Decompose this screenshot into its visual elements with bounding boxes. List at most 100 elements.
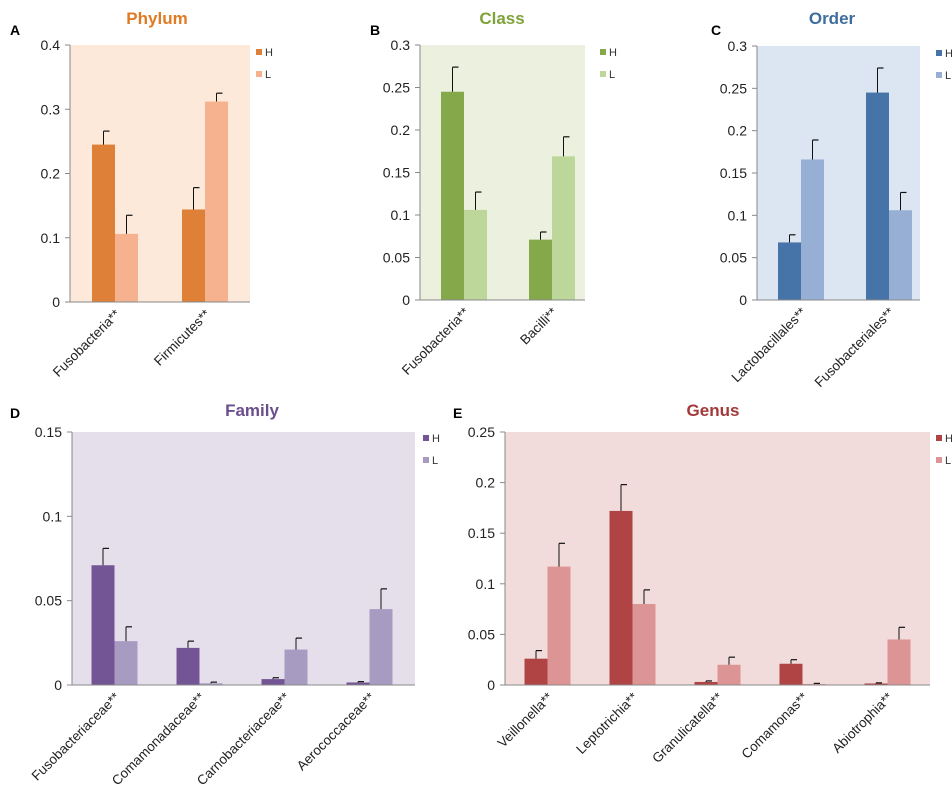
legend-swatch-l xyxy=(256,71,262,77)
category-label-fusobacteria: Fusobacteria** xyxy=(399,304,473,378)
legend-label-l: L xyxy=(945,70,951,82)
panel-b: 0 0.05 0.1 0.15 0.2 0.25 0.3 Fusobacteria** Baci… xyxy=(370,9,617,378)
panel-letter: B xyxy=(370,22,380,38)
y-tick-label: 0.25 xyxy=(720,80,747,96)
y-tick-label: 0.1 xyxy=(43,508,63,524)
bar-fusobacteriaceae-h xyxy=(91,565,115,685)
y-tick-label: 0.05 xyxy=(35,593,62,609)
category-label-lactobacillales: Lactobacillales** xyxy=(728,304,809,385)
panel-letter: C xyxy=(711,22,721,38)
category-label-granulicatella: Granulicatella** xyxy=(649,689,726,766)
bar-lactobacillales-l xyxy=(801,159,824,300)
y-tick-label: 0.1 xyxy=(41,230,61,246)
category-label-fusobacteriales: Fusobacteriales** xyxy=(812,304,898,390)
y-tick-label: 0.15 xyxy=(35,424,62,440)
bar-aerococcaceae-h xyxy=(346,682,370,685)
y-tick-label: 0.4 xyxy=(41,37,61,53)
y-tick-label: 0.05 xyxy=(468,626,495,642)
y-tick-label: 0.2 xyxy=(476,475,496,491)
bar-comamonadaceae-h xyxy=(176,647,200,685)
y-tick-label: 0.3 xyxy=(728,38,748,54)
legend-label-h: H xyxy=(432,433,440,445)
panel-title: Genus xyxy=(687,401,740,420)
bar-granulicatella-h xyxy=(694,681,718,685)
category-label-leptotrichia: Leptotrichia** xyxy=(573,689,641,757)
panel-title: Order xyxy=(809,9,856,28)
plot-area xyxy=(505,432,930,685)
bar-veillonella-h xyxy=(524,658,548,685)
legend-label-h: H xyxy=(945,433,952,445)
y-tick-label: 0.15 xyxy=(468,525,495,541)
legend-label-h: H xyxy=(609,47,617,59)
y-tick-label: 0.05 xyxy=(720,250,747,266)
panel-a: 0 0.1 0.2 0.3 0.4 Fusobacteria** Firmicutes** P… xyxy=(10,9,273,380)
category-label-aerococcaceae: Aerococcaceae** xyxy=(294,689,378,773)
bar-veillonella-l xyxy=(547,566,571,685)
panel-d: 0 0.05 0.1 0.15 Fusobacteriaceae**Comamonada… xyxy=(10,401,440,788)
y-tick-label: 0.2 xyxy=(41,166,61,182)
bar-carnobacteriaceae-l xyxy=(284,649,308,685)
panel-title: Family xyxy=(225,401,279,420)
bar-leptotrichia-l xyxy=(632,604,656,685)
category-label-comamonadaceae: Comamonadaceae** xyxy=(109,689,208,788)
legend-label-l: L xyxy=(265,69,271,81)
y-tick-label: 0.2 xyxy=(728,123,748,139)
legend-label-h: H xyxy=(945,48,952,60)
category-label-firmicutes: Firmicutes** xyxy=(151,306,214,369)
y-tick-label: 0.2 xyxy=(391,122,411,138)
bar-bacilli-l xyxy=(552,156,575,300)
category-label-carnobacteriaceae: Carnobacteriaceae** xyxy=(194,689,293,788)
panel-letter: E xyxy=(453,405,462,421)
panel-e: 0 0.05 0.1 0.15 0.2 0.25 Veillonella** Leptotri… xyxy=(453,401,952,766)
category-label-bacilli: Bacilli** xyxy=(517,304,560,347)
bar-fusobacteriales-l xyxy=(889,210,912,300)
y-tick-label: 0 xyxy=(54,677,62,693)
bar-aerococcaceae-l xyxy=(369,609,393,685)
legend-label-h: H xyxy=(265,47,273,59)
legend-label-l: L xyxy=(609,69,615,81)
y-tick-label: 0.25 xyxy=(383,80,410,96)
bar-carnobacteriaceae-h xyxy=(261,679,285,685)
y-tick-label: 0.1 xyxy=(476,576,496,592)
bar-abiotrophia-h xyxy=(864,683,888,685)
bar-comamonas-l xyxy=(802,683,826,685)
legend-swatch-h xyxy=(423,435,429,441)
bar-firmicutes-h xyxy=(182,209,205,302)
y-tick-label: 0 xyxy=(402,292,410,308)
bar-fusobacteriaceae-l xyxy=(114,641,138,685)
bar-lactobacillales-h xyxy=(778,242,801,300)
category-label-comamonas: Comamonas** xyxy=(738,689,811,762)
bar-comamonas-h xyxy=(779,663,803,685)
category-label-fusobacteriaceae: Fusobacteriaceae** xyxy=(29,689,123,783)
legend-swatch-l xyxy=(936,72,942,78)
legend-swatch-h xyxy=(936,435,942,441)
bar-fusobacteria-h xyxy=(92,144,115,302)
y-tick-label: 0.15 xyxy=(720,165,747,181)
bar-firmicutes-l xyxy=(205,101,228,302)
legend-label-l: L xyxy=(945,455,951,467)
y-tick-label: 0.3 xyxy=(41,101,61,117)
bar-fusobacteriales-h xyxy=(866,92,889,300)
bar-fusobacteria-l xyxy=(115,233,138,302)
panel-title: Phylum xyxy=(126,9,187,28)
legend-swatch-l xyxy=(600,71,606,77)
bar-abiotrophia-l xyxy=(887,639,911,685)
panel-letter: D xyxy=(10,405,20,421)
legend-swatch-h xyxy=(936,50,942,56)
bar-fusobacteria-h xyxy=(441,91,464,300)
category-label-fusobacteria: Fusobacteria** xyxy=(50,306,124,380)
y-tick-label: 0 xyxy=(52,294,60,310)
bar-fusobacteria-l xyxy=(464,209,487,300)
y-tick-label: 0.05 xyxy=(383,250,410,266)
legend-swatch-l xyxy=(936,457,942,463)
panel-letter: A xyxy=(10,22,20,38)
category-label-abiotrophia: Abiotrophia** xyxy=(829,689,896,756)
legend-swatch-l xyxy=(423,457,429,463)
legend-label-l: L xyxy=(432,455,438,467)
y-tick-label: 0.1 xyxy=(728,207,748,223)
bar-comamonadaceae-l xyxy=(199,683,223,685)
category-label-veillonella: Veillonella** xyxy=(495,689,557,751)
y-tick-label: 0.25 xyxy=(468,424,495,440)
panel-title: Class xyxy=(479,9,524,28)
bar-bacilli-h xyxy=(529,239,552,300)
